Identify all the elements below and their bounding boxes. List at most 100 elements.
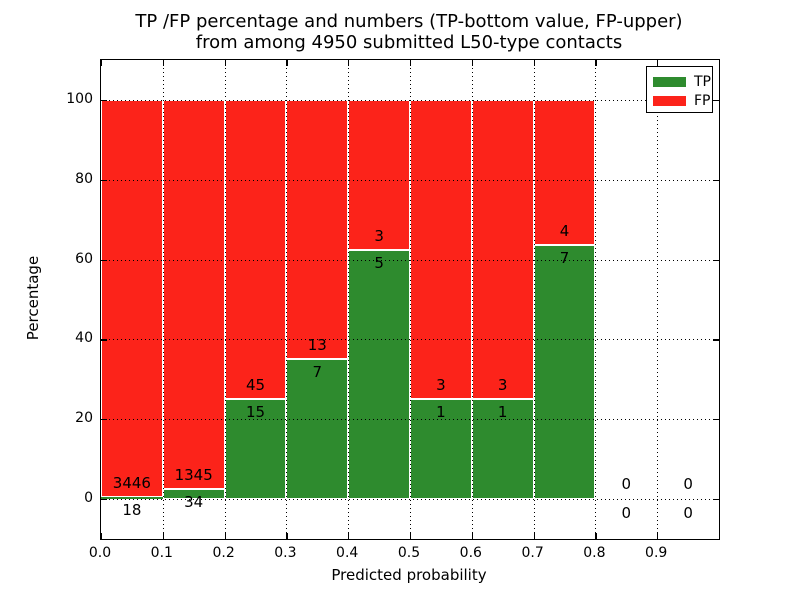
fp-legend-label: FP — [694, 92, 711, 109]
grid-line-vertical — [657, 60, 659, 539]
tp-legend-label: TP — [694, 73, 711, 90]
x-tick-mark-bottom — [410, 533, 412, 539]
grid-line-vertical — [286, 60, 288, 539]
x-tick-mark-top — [286, 60, 288, 66]
x-tick-label: 0.4 — [336, 545, 359, 561]
x-tick-mark-top — [101, 60, 103, 66]
x-tick-mark-top — [533, 60, 535, 66]
tp-count-label: 0 — [621, 504, 632, 523]
chart-title-line-1: TP /FP percentage and numbers (TP-bottom… — [135, 11, 683, 32]
tp-count-label: 34 — [184, 493, 204, 512]
y-tick-mark-right — [713, 419, 719, 421]
y-tick-label: 20 — [75, 410, 93, 427]
x-axis-label: Predicted probability — [331, 566, 487, 584]
tp-count-label: 7 — [559, 249, 570, 268]
y-tick-mark-left — [101, 99, 107, 102]
fp-legend-swatch — [653, 95, 686, 106]
legend-row-tp: TP — [653, 72, 712, 91]
grid-line-vertical — [471, 60, 473, 539]
x-tick-mark-bottom — [348, 533, 350, 539]
fp-count-label: 13 — [307, 336, 327, 355]
x-tick-label: 0.8 — [583, 545, 606, 561]
grid-line-horizontal — [101, 259, 719, 261]
chart-title: TP /FP percentage and numbers (TP-bottom… — [100, 11, 718, 53]
y-tick-label: 0 — [84, 490, 93, 507]
y-tick-label: 60 — [75, 250, 93, 267]
tp-count-label: 18 — [122, 501, 142, 519]
y-tick-mark-right — [713, 339, 719, 341]
grid-line-horizontal — [101, 419, 719, 421]
bar-segment-tp — [533, 245, 596, 500]
legend: TP FP — [646, 66, 713, 113]
y-tick-mark-right — [713, 99, 719, 102]
x-tick-label: 0.5 — [397, 545, 421, 561]
x-tick-mark-bottom — [286, 533, 288, 539]
bar-segment-tp — [348, 249, 410, 500]
bar-segment-fp — [471, 99, 534, 400]
grid-line-horizontal — [101, 99, 719, 101]
x-tick-label: 0.9 — [645, 545, 668, 561]
x-tick-mark-bottom — [162, 533, 164, 539]
x-tick-mark-bottom — [595, 533, 597, 539]
x-tick-label: 0.2 — [212, 545, 235, 561]
legend-row-fp: FP — [653, 91, 712, 110]
tp-count-label: 1 — [436, 403, 446, 422]
bar-segment-tp — [101, 497, 163, 500]
bar-segment-fp — [162, 99, 225, 490]
x-tick-mark-bottom — [533, 533, 535, 539]
x-tick-mark-bottom — [224, 533, 226, 539]
fp-count-label: 3446 — [112, 474, 151, 492]
grid-line-vertical — [162, 60, 164, 539]
grid-line-vertical — [348, 60, 350, 539]
tp-count-label: 0 — [683, 504, 693, 523]
y-tick-mark-left — [101, 499, 107, 501]
tp-count-label: 5 — [374, 253, 384, 272]
y-tick-label: 80 — [75, 170, 93, 187]
grid-line-horizontal — [101, 179, 719, 181]
fp-count-label: 3 — [497, 376, 508, 395]
x-tick-mark-bottom — [101, 533, 103, 539]
y-tick-mark-right — [713, 499, 719, 501]
bar-segment-fp — [533, 99, 596, 246]
fp-count-label: 1345 — [174, 466, 213, 485]
tp-legend-swatch — [653, 76, 686, 87]
y-tick-mark-right — [713, 259, 719, 261]
bar-segment-fp — [410, 99, 472, 400]
grid-line-vertical — [410, 60, 411, 539]
tp-count-label: 1 — [497, 403, 508, 422]
y-tick-mark-right — [713, 179, 719, 181]
x-tick-mark-top — [410, 60, 412, 66]
x-tick-mark-top — [657, 60, 659, 66]
fp-count-label: 4 — [559, 222, 570, 241]
x-tick-label: 0.6 — [459, 545, 482, 561]
bar-segment-fp — [101, 99, 163, 497]
y-tick-label: 100 — [66, 90, 93, 107]
fp-count-label: 0 — [683, 475, 693, 494]
grid-line-vertical — [224, 60, 226, 539]
tp-count-label: 7 — [312, 363, 323, 382]
y-tick-label: 40 — [75, 330, 93, 347]
x-tick-label: 0.1 — [150, 545, 173, 561]
y-tick-mark-left — [101, 419, 107, 421]
grid-line-vertical — [595, 60, 597, 539]
fp-count-label: 45 — [245, 376, 266, 395]
y-tick-mark-left — [101, 259, 107, 261]
bar-segment-fp — [224, 99, 287, 400]
grid-line-horizontal — [101, 339, 719, 341]
bar-segment-tp — [224, 399, 287, 500]
x-tick-mark-bottom — [471, 533, 473, 539]
x-tick-label: 0.3 — [274, 545, 297, 561]
y-tick-mark-left — [101, 179, 107, 181]
y-tick-mark-left — [101, 339, 107, 341]
grid-line-vertical — [533, 60, 535, 539]
bar-segment-tp — [471, 399, 534, 500]
bar-segment-fp — [286, 99, 349, 360]
x-tick-label: 0.0 — [88, 545, 112, 561]
fp-count-label: 0 — [621, 475, 632, 494]
plot-area: 3446 18 1345 34 45 15 13 7 3 5 3 1 3 1 4 7 0 0 0 0 — [100, 59, 720, 540]
grid-line-horizontal — [101, 499, 719, 501]
x-tick-label: 0.7 — [521, 545, 544, 561]
fp-count-label: 3 — [436, 376, 446, 395]
x-tick-mark-top — [471, 60, 473, 66]
y-axis-label: Percentage — [24, 255, 42, 341]
